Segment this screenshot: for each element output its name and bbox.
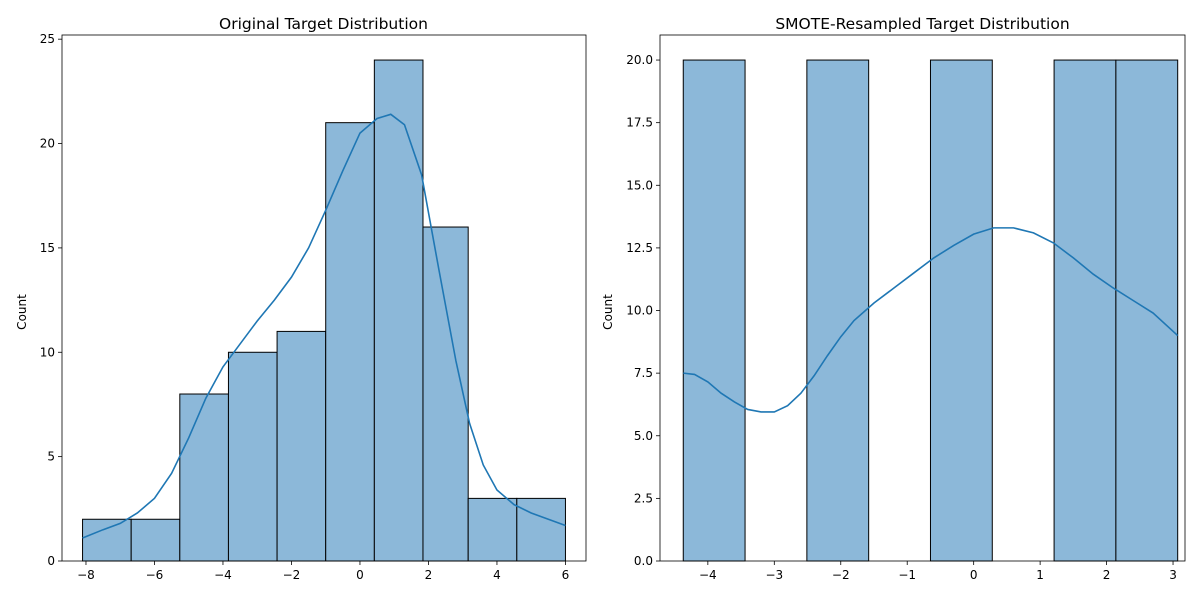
left-x-tick-label: 6 <box>562 568 570 582</box>
left-bar-4 <box>276 330 327 562</box>
left-bar-6 <box>373 59 424 562</box>
left-bars <box>82 59 566 562</box>
left-bar-7 <box>422 226 469 562</box>
left-x-tick-label: −8 <box>77 568 95 582</box>
left-bar-1 <box>130 518 181 562</box>
right-y-tick-label: 7.5 <box>634 366 653 380</box>
right-histogram: SMOTE-Resampled Target Distribution Coun… <box>601 15 1186 582</box>
right-x-tick-label: 2 <box>1103 568 1111 582</box>
right-x-tick-label: 1 <box>1036 568 1044 582</box>
left-bar-8 <box>467 497 518 562</box>
right-x-ticks: −4 −3 −2 −1 0 1 2 3 <box>699 561 1177 582</box>
right-y-tick-label: 10.0 <box>626 304 653 318</box>
right-x-tick-label: −1 <box>898 568 916 582</box>
left-y-axis-label: Count <box>15 294 29 330</box>
left-histogram: Original Target Distribution Count −8 −6−… <box>15 15 587 582</box>
right-x-tick-label: −4 <box>699 568 717 582</box>
right-y-tick-label: 12.5 <box>626 241 653 255</box>
left-x-tick-label: −6 <box>146 568 164 582</box>
right-bar-0 <box>682 59 746 562</box>
right-y-tick-label: 15.0 <box>626 178 653 192</box>
left-y-tick-label: 10 <box>40 345 55 359</box>
left-kde-line <box>82 113 566 539</box>
left-chart-title: Original Target Distribution <box>219 15 428 33</box>
right-bar-6 <box>1053 59 1117 562</box>
left-x-tick-label: 0 <box>356 568 364 582</box>
left-x-tick-label: −2 <box>283 568 301 582</box>
left-bar-2 <box>179 393 229 562</box>
left-x-ticks: −8 −6 −4 −2 0 2 4 6 <box>77 561 569 582</box>
right-y-tick-label: 5.0 <box>634 429 653 443</box>
left-y-tick-label: 25 <box>40 32 55 46</box>
right-y-tick-label: 20.0 <box>626 53 653 67</box>
right-y-axis-label: Count <box>601 294 615 330</box>
right-x-tick-label: 0 <box>970 568 978 582</box>
left-x-tick-label: 4 <box>493 568 501 582</box>
right-y-tick-label: 2.5 <box>634 491 653 505</box>
right-plot-frame <box>659 34 1186 562</box>
left-bar-5 <box>325 122 375 562</box>
right-y-tick-label: 0.0 <box>634 554 653 568</box>
left-x-tick-label: 2 <box>425 568 433 582</box>
left-y-tick-label: 15 <box>40 241 55 255</box>
right-y-tick-label: 17.5 <box>626 116 653 130</box>
left-y-tick-label: 20 <box>40 137 55 151</box>
left-plot-frame <box>61 34 587 562</box>
right-kde-line <box>683 227 1179 413</box>
right-x-tick-label: 3 <box>1169 568 1177 582</box>
right-bar-2 <box>806 59 870 562</box>
right-bar-7 <box>1115 59 1179 562</box>
right-bars <box>682 59 1179 562</box>
left-y-tick-label: 5 <box>47 450 55 464</box>
left-bar-0 <box>82 518 132 562</box>
left-y-tick-label: 0 <box>47 554 55 568</box>
left-bar-3 <box>227 351 278 562</box>
right-x-tick-label: −3 <box>765 568 783 582</box>
left-x-tick-label: −4 <box>214 568 232 582</box>
right-y-ticks: 0.0 2.5 5.0 7.5 10.0 12.5 15.0 17.5 20.0 <box>626 53 660 568</box>
right-bar-4 <box>929 59 993 562</box>
left-bar-9 <box>516 497 566 562</box>
right-x-tick-label: −2 <box>832 568 850 582</box>
right-chart-title: SMOTE-Resampled Target Distribution <box>775 15 1069 33</box>
left-y-ticks: 0 5 10 15 20 25 <box>40 32 62 568</box>
